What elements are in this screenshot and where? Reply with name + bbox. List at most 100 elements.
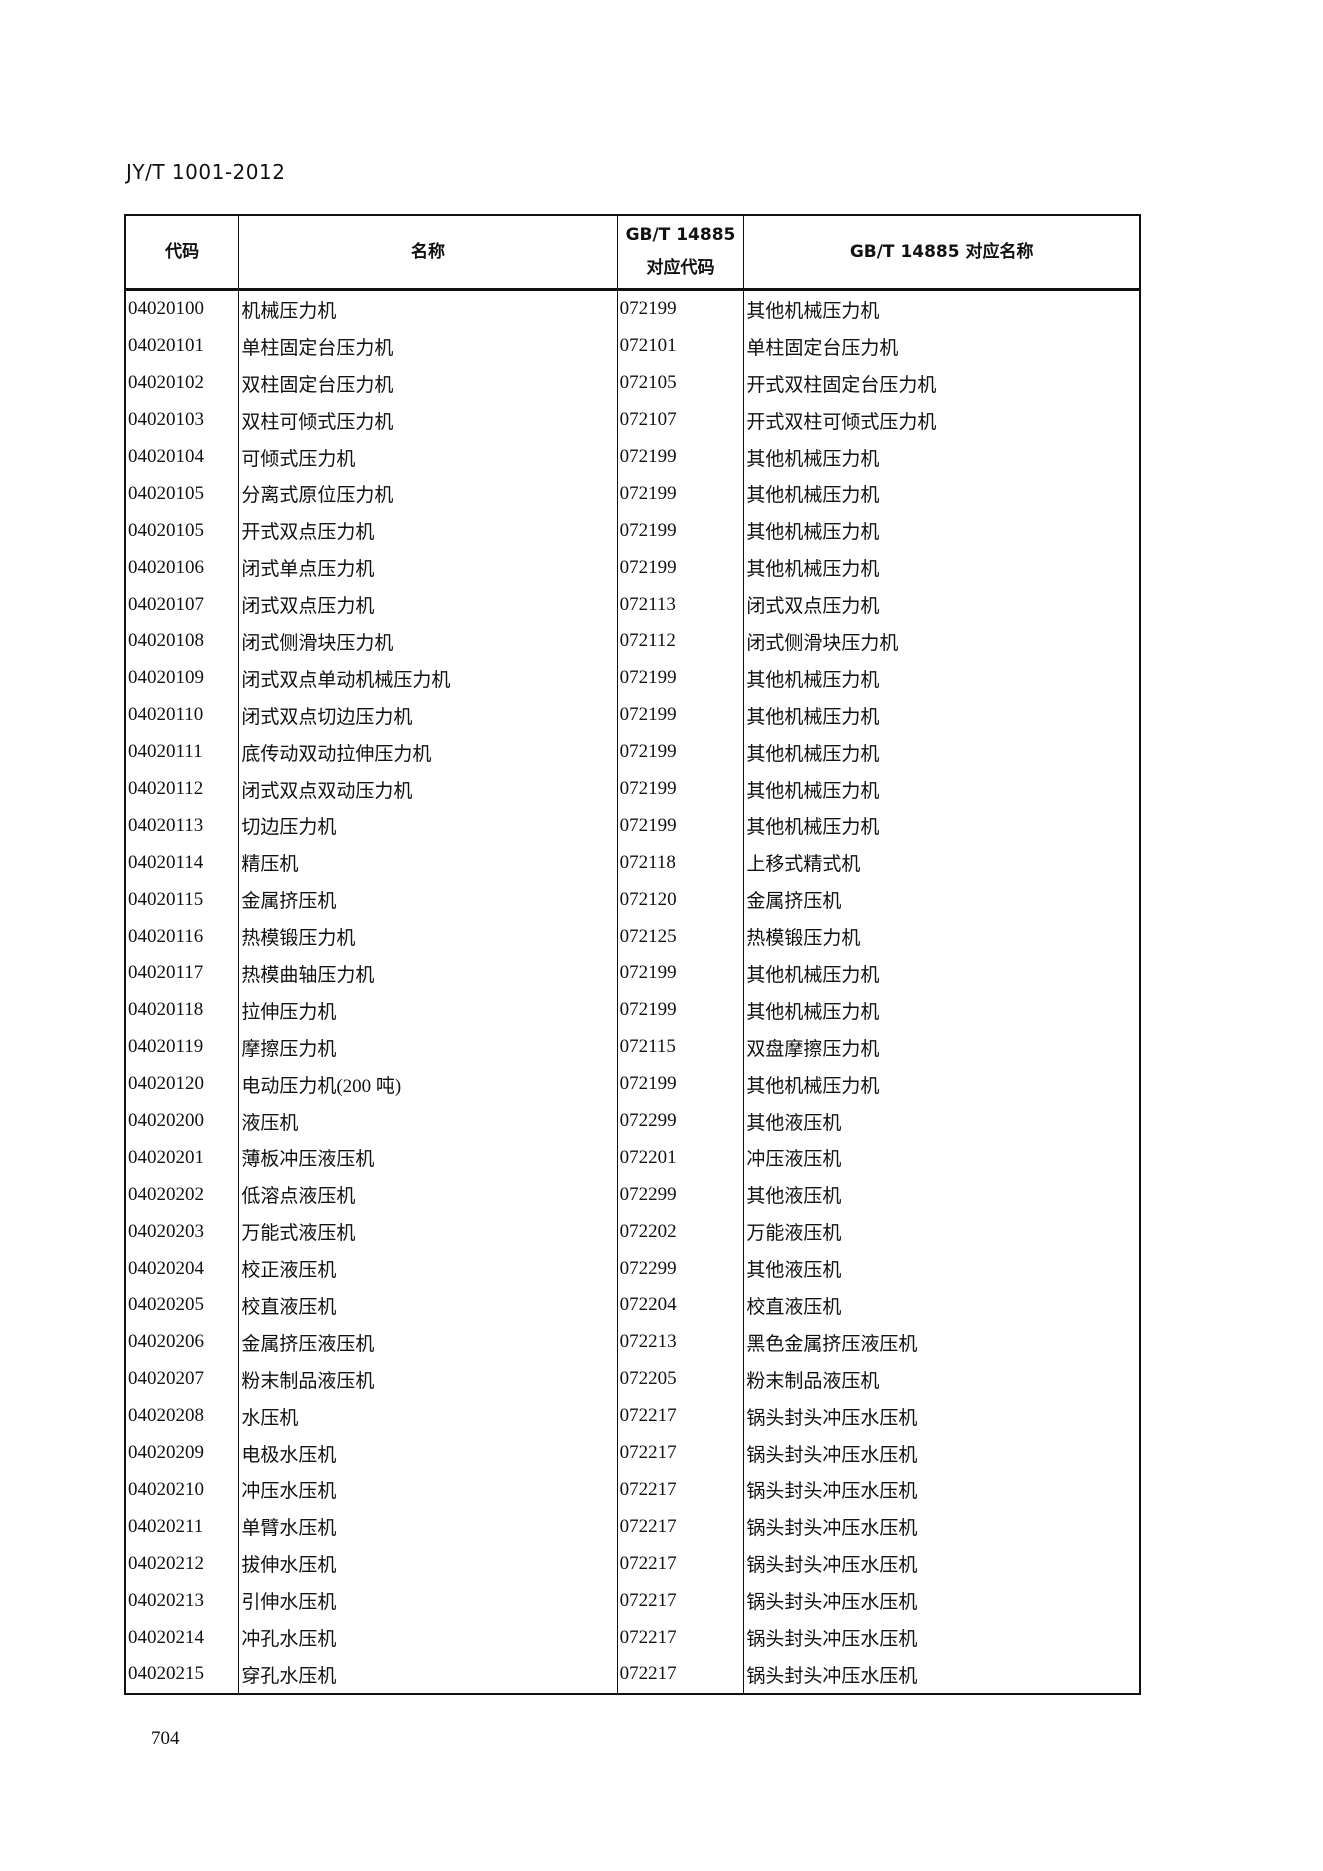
cell-gb-code: 072105 — [616, 364, 745, 402]
cell-gb-name: 万能液压机 — [743, 1213, 1141, 1251]
header-name: 名称 — [238, 215, 618, 291]
cell-code: 04020200 — [124, 1102, 240, 1140]
cell-code: 04020110 — [124, 696, 240, 734]
cell-gb-name: 闭式双点压力机 — [743, 586, 1141, 624]
table-row: 04020200 液压机 072299 其他液压机 — [124, 1102, 1141, 1140]
cell-code: 04020120 — [124, 1065, 240, 1103]
cell-code: 04020212 — [124, 1545, 240, 1583]
cell-code: 04020112 — [124, 770, 240, 808]
table-row: 04020206 金属挤压液压机 072213 黑色金属挤压液压机 — [124, 1323, 1141, 1361]
cell-code: 04020118 — [124, 991, 240, 1029]
cell-name: 分离式原位压力机 — [238, 475, 618, 513]
table-row: 04020118 拉伸压力机 072199 其他机械压力机 — [124, 991, 1141, 1029]
cell-name: 低溶点液压机 — [238, 1176, 618, 1214]
header-gb-code: GB/T 14885 对应代码 — [616, 215, 745, 291]
cell-code: 04020207 — [124, 1360, 240, 1398]
cell-name: 切边压力机 — [238, 807, 618, 845]
cell-code: 04020203 — [124, 1213, 240, 1251]
document-id: JY/T 1001-2012 — [126, 160, 286, 184]
cell-gb-name: 单柱固定台压力机 — [743, 327, 1141, 365]
cell-code: 04020109 — [124, 659, 240, 697]
table-row: 04020215 穿孔水压机 072217 锅头封头冲压水压机 — [124, 1655, 1141, 1694]
cell-gb-name: 双盘摩擦压力机 — [743, 1028, 1141, 1066]
cell-gb-name: 开式双柱可倾式压力机 — [743, 401, 1141, 439]
cell-gb-name: 其他机械压力机 — [743, 807, 1141, 845]
cell-code: 04020106 — [124, 549, 240, 587]
cell-gb-code: 072201 — [616, 1139, 745, 1177]
table-row: 04020113 切边压力机 072199 其他机械压力机 — [124, 807, 1141, 845]
table-row: 04020212 拔伸水压机 072217 锅头封头冲压水压机 — [124, 1545, 1141, 1583]
table-row: 04020108 闭式侧滑块压力机 072112 闭式侧滑块压力机 — [124, 623, 1141, 660]
cell-name: 开式双点压力机 — [238, 512, 618, 550]
cell-name: 闭式侧滑块压力机 — [238, 623, 618, 660]
cell-gb-name: 热模锻压力机 — [743, 918, 1141, 956]
cell-gb-code: 072125 — [616, 918, 745, 956]
cell-name: 闭式双点切边压力机 — [238, 696, 618, 734]
table-row: 04020204 校正液压机 072299 其他液压机 — [124, 1250, 1141, 1288]
cell-gb-name: 其他机械压力机 — [743, 549, 1141, 587]
cell-gb-name: 其他机械压力机 — [743, 696, 1141, 734]
cell-code: 04020202 — [124, 1176, 240, 1214]
cell-name: 引伸水压机 — [238, 1582, 618, 1620]
cell-gb-name: 金属挤压机 — [743, 881, 1141, 919]
cell-gb-name: 校直液压机 — [743, 1287, 1141, 1324]
cell-gb-code: 072199 — [616, 289, 745, 328]
table-row: 04020115 金属挤压机 072120 金属挤压机 — [124, 881, 1141, 919]
cell-code: 04020213 — [124, 1582, 240, 1620]
table-row: 04020117 热模曲轴压力机 072199 其他机械压力机 — [124, 955, 1141, 992]
cell-gb-name: 其他机械压力机 — [743, 733, 1141, 771]
cell-gb-name: 其他液压机 — [743, 1250, 1141, 1288]
cell-name: 水压机 — [238, 1397, 618, 1435]
cell-code: 04020201 — [124, 1139, 240, 1177]
cell-gb-name: 锅头封头冲压水压机 — [743, 1508, 1141, 1546]
table-row: 04020120 电动压力机(200 吨) 072199 其他机械压力机 — [124, 1065, 1141, 1103]
cell-gb-code: 072199 — [616, 807, 745, 845]
cell-name: 底传动双动拉伸压力机 — [238, 733, 618, 771]
table-row: 04020203 万能式液压机 072202 万能液压机 — [124, 1213, 1141, 1251]
cell-gb-code: 072112 — [616, 623, 745, 660]
cell-gb-code: 072299 — [616, 1250, 745, 1288]
cell-name: 精压机 — [238, 844, 618, 882]
cell-gb-name: 上移式精式机 — [743, 844, 1141, 882]
cell-gb-code: 072113 — [616, 586, 745, 624]
cell-name: 单臂水压机 — [238, 1508, 618, 1546]
header-gb-name: GB/T 14885 对应名称 — [743, 215, 1141, 291]
cell-gb-code: 072217 — [616, 1434, 745, 1472]
cell-gb-name: 开式双柱固定台压力机 — [743, 364, 1141, 402]
cell-name: 液压机 — [238, 1102, 618, 1140]
cell-code: 04020107 — [124, 586, 240, 624]
cell-gb-code: 072118 — [616, 844, 745, 882]
table-row: 04020209 电极水压机 072217 锅头封头冲压水压机 — [124, 1434, 1141, 1472]
cell-gb-name: 冲压液压机 — [743, 1139, 1141, 1177]
cell-gb-code: 072217 — [616, 1508, 745, 1546]
cell-name: 校直液压机 — [238, 1287, 618, 1324]
cell-code: 04020104 — [124, 438, 240, 476]
cell-gb-code: 072199 — [616, 1065, 745, 1103]
cell-gb-code: 072217 — [616, 1397, 745, 1435]
cell-gb-name: 其他液压机 — [743, 1176, 1141, 1214]
cell-gb-name: 其他机械压力机 — [743, 659, 1141, 697]
cell-gb-code: 072213 — [616, 1323, 745, 1361]
cell-gb-name: 其他机械压力机 — [743, 475, 1141, 513]
cell-gb-name: 黑色金属挤压液压机 — [743, 1323, 1141, 1361]
cell-gb-code: 072217 — [616, 1545, 745, 1583]
cell-code: 04020210 — [124, 1471, 240, 1509]
table-row: 04020104 可倾式压力机 072199 其他机械压力机 — [124, 438, 1141, 476]
cell-name: 可倾式压力机 — [238, 438, 618, 476]
cell-gb-name: 锅头封头冲压水压机 — [743, 1471, 1141, 1509]
table-row: 04020105 分离式原位压力机 072199 其他机械压力机 — [124, 475, 1141, 513]
cell-code: 04020100 — [124, 289, 240, 328]
cell-name: 双柱固定台压力机 — [238, 364, 618, 402]
cell-gb-name: 其他机械压力机 — [743, 770, 1141, 808]
cell-gb-name: 锅头封头冲压水压机 — [743, 1619, 1141, 1656]
cell-gb-name: 其他机械压力机 — [743, 1065, 1141, 1103]
table-row: 04020201 薄板冲压液压机 072201 冲压液压机 — [124, 1139, 1141, 1177]
cell-code: 04020204 — [124, 1250, 240, 1288]
table-row: 04020119 摩擦压力机 072115 双盘摩擦压力机 — [124, 1028, 1141, 1066]
cell-code: 04020211 — [124, 1508, 240, 1546]
table-row: 04020210 冲压水压机 072217 锅头封头冲压水压机 — [124, 1471, 1141, 1509]
cell-name: 拔伸水压机 — [238, 1545, 618, 1583]
table-row: 04020214 冲孔水压机 072217 锅头封头冲压水压机 — [124, 1619, 1141, 1656]
cell-code: 04020101 — [124, 327, 240, 365]
cell-gb-code: 072217 — [616, 1471, 745, 1509]
